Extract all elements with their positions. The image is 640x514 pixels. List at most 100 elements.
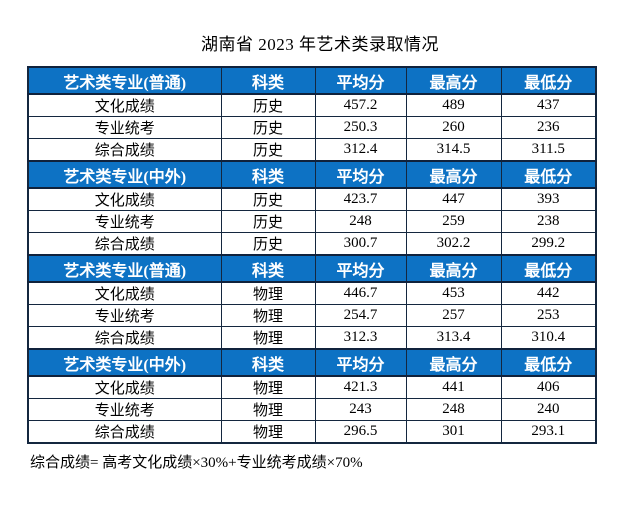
avg-score-cell: 312.3: [314, 326, 407, 350]
min-score-cell: 406: [500, 375, 597, 399]
max-score-cell: 260: [405, 116, 502, 139]
min-score-cell: 442: [500, 281, 597, 305]
avg-score-cell: 300.7: [314, 232, 407, 256]
column-header-cell: 平均分: [314, 348, 407, 377]
admission-scores-table-body: 艺术类专业(普通) 科类 平均分 最高分 最低分 文化成绩 历史 457.2 489 437 专业统…: [27, 66, 597, 444]
subject-cell: 物理: [220, 326, 316, 350]
row-label-cell: 文化成绩: [27, 93, 222, 117]
avg-score-cell: 457.2: [314, 93, 407, 117]
avg-score-cell: 296.5: [314, 420, 407, 444]
row-label-cell: 专业统考: [27, 398, 222, 421]
max-score-cell: 314.5: [405, 138, 502, 162]
column-header-cell: 最高分: [405, 254, 502, 283]
avg-score-cell: 446.7: [314, 281, 407, 305]
subject-cell: 物理: [220, 398, 316, 421]
page-title: 湖南省 2023 年艺术类录取情况: [201, 35, 439, 54]
max-score-cell: 259: [405, 210, 502, 233]
row-label-cell: 专业统考: [27, 116, 222, 139]
column-header-cell: 最低分: [500, 160, 597, 189]
avg-score-cell: 423.7: [314, 187, 407, 211]
section-header-row: 艺术类专业(中外) 科类 平均分 最高分 最低分: [27, 348, 597, 377]
max-score-cell: 248: [405, 398, 502, 421]
min-score-cell: 238: [500, 210, 597, 233]
column-header-cell: 最高分: [405, 348, 502, 377]
subject-cell: 历史: [220, 187, 316, 211]
row-label-cell: 综合成绩: [27, 326, 222, 350]
column-header-cell: 科类: [220, 66, 316, 95]
column-header-cell: 科类: [220, 254, 316, 283]
column-header-cell: 最低分: [500, 254, 597, 283]
section-header-row: 艺术类专业(普通) 科类 平均分 最高分 最低分: [27, 254, 597, 283]
avg-score-cell: 254.7: [314, 304, 407, 327]
row-label-cell: 专业统考: [27, 304, 222, 327]
max-score-cell: 453: [405, 281, 502, 305]
section-header-cell: 艺术类专业(普通): [27, 66, 222, 95]
data-row: 综合成绩 物理 296.5 301 293.1: [27, 420, 597, 444]
admission-scores-table: 艺术类专业(普通) 科类 平均分 最高分 最低分 文化成绩 历史 457.2 489 437 专业统…: [27, 66, 597, 444]
max-score-cell: 313.4: [405, 326, 502, 350]
min-score-cell: 236: [500, 116, 597, 139]
row-label-cell: 文化成绩: [27, 187, 222, 211]
avg-score-cell: 250.3: [314, 116, 407, 139]
column-header-cell: 平均分: [314, 254, 407, 283]
subject-cell: 历史: [220, 210, 316, 233]
data-row: 专业统考 历史 248 259 238: [27, 210, 597, 233]
section-header-row: 艺术类专业(普通) 科类 平均分 最高分 最低分: [27, 66, 597, 95]
section-header-cell: 艺术类专业(中外): [27, 348, 222, 377]
avg-score-cell: 421.3: [314, 375, 407, 399]
row-label-cell: 综合成绩: [27, 138, 222, 162]
min-score-cell: 299.2: [500, 232, 597, 256]
subject-cell: 物理: [220, 281, 316, 305]
subject-cell: 历史: [220, 232, 316, 256]
subject-cell: 物理: [220, 375, 316, 399]
subject-cell: 历史: [220, 93, 316, 117]
min-score-cell: 240: [500, 398, 597, 421]
row-label-cell: 文化成绩: [27, 375, 222, 399]
max-score-cell: 489: [405, 93, 502, 117]
section-header-cell: 艺术类专业(普通): [27, 254, 222, 283]
data-row: 文化成绩 历史 423.7 447 393: [27, 187, 597, 211]
min-score-cell: 311.5: [500, 138, 597, 162]
min-score-cell: 310.4: [500, 326, 597, 350]
column-header-cell: 科类: [220, 348, 316, 377]
column-header-cell: 平均分: [314, 160, 407, 189]
column-header-cell: 平均分: [314, 66, 407, 95]
avg-score-cell: 312.4: [314, 138, 407, 162]
section-header-row: 艺术类专业(中外) 科类 平均分 最高分 最低分: [27, 160, 597, 189]
subject-cell: 物理: [220, 304, 316, 327]
data-row: 专业统考 历史 250.3 260 236: [27, 116, 597, 139]
column-header-cell: 最高分: [405, 160, 502, 189]
min-score-cell: 437: [500, 93, 597, 117]
data-row: 文化成绩 物理 421.3 441 406: [27, 375, 597, 399]
avg-score-cell: 243: [314, 398, 407, 421]
composite-score-formula-note: 综合成绩= 高考文化成绩×30%+专业统考成绩×70%: [30, 455, 363, 471]
column-header-cell: 科类: [220, 160, 316, 189]
column-header-cell: 最高分: [405, 66, 502, 95]
row-label-cell: 综合成绩: [27, 232, 222, 256]
section-header-cell: 艺术类专业(中外): [27, 160, 222, 189]
min-score-cell: 393: [500, 187, 597, 211]
data-row: 文化成绩 物理 446.7 453 442: [27, 281, 597, 305]
min-score-cell: 293.1: [500, 420, 597, 444]
data-row: 综合成绩 历史 300.7 302.2 299.2: [27, 232, 597, 256]
avg-score-cell: 248: [314, 210, 407, 233]
data-row: 专业统考 物理 243 248 240: [27, 398, 597, 421]
data-row: 综合成绩 物理 312.3 313.4 310.4: [27, 326, 597, 350]
max-score-cell: 302.2: [405, 232, 502, 256]
subject-cell: 物理: [220, 420, 316, 444]
data-row: 综合成绩 历史 312.4 314.5 311.5: [27, 138, 597, 162]
data-row: 专业统考 物理 254.7 257 253: [27, 304, 597, 327]
subject-cell: 历史: [220, 138, 316, 162]
row-label-cell: 文化成绩: [27, 281, 222, 305]
max-score-cell: 301: [405, 420, 502, 444]
row-label-cell: 专业统考: [27, 210, 222, 233]
column-header-cell: 最低分: [500, 66, 597, 95]
column-header-cell: 最低分: [500, 348, 597, 377]
row-label-cell: 综合成绩: [27, 420, 222, 444]
subject-cell: 历史: [220, 116, 316, 139]
data-row: 文化成绩 历史 457.2 489 437: [27, 93, 597, 117]
max-score-cell: 447: [405, 187, 502, 211]
min-score-cell: 253: [500, 304, 597, 327]
max-score-cell: 441: [405, 375, 502, 399]
max-score-cell: 257: [405, 304, 502, 327]
